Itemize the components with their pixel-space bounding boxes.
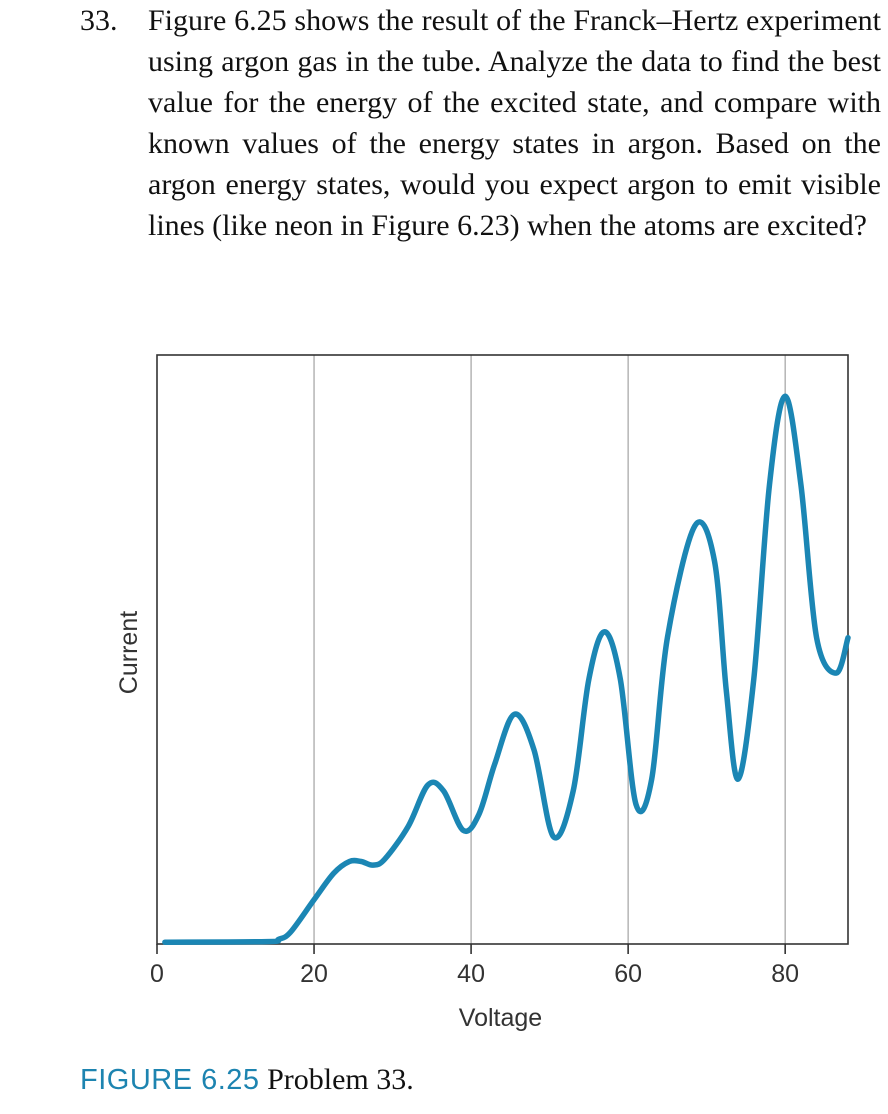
x-tick-label-20: 20 (300, 960, 328, 988)
figure-caption: FIGURE 6.25 Problem 33. (80, 1063, 414, 1097)
y-axis-label: Current (115, 611, 143, 694)
problem-text: Figure 6.25 shows the result of the Fran… (148, 4, 881, 242)
x-tick-label-80: 80 (771, 960, 799, 988)
current-voltage-line (162, 393, 851, 945)
x-tick-label-0: 0 (150, 960, 164, 988)
caption-text: Problem 33. (267, 1063, 414, 1096)
figure-label: FIGURE 6.25 (80, 1064, 260, 1096)
problem-number: 33. (80, 4, 118, 37)
x-tick-label-60: 60 (614, 960, 642, 988)
x-axis-label: Voltage (459, 1004, 542, 1032)
plot-frame (156, 354, 849, 945)
x-tick-label-40: 40 (457, 960, 485, 988)
